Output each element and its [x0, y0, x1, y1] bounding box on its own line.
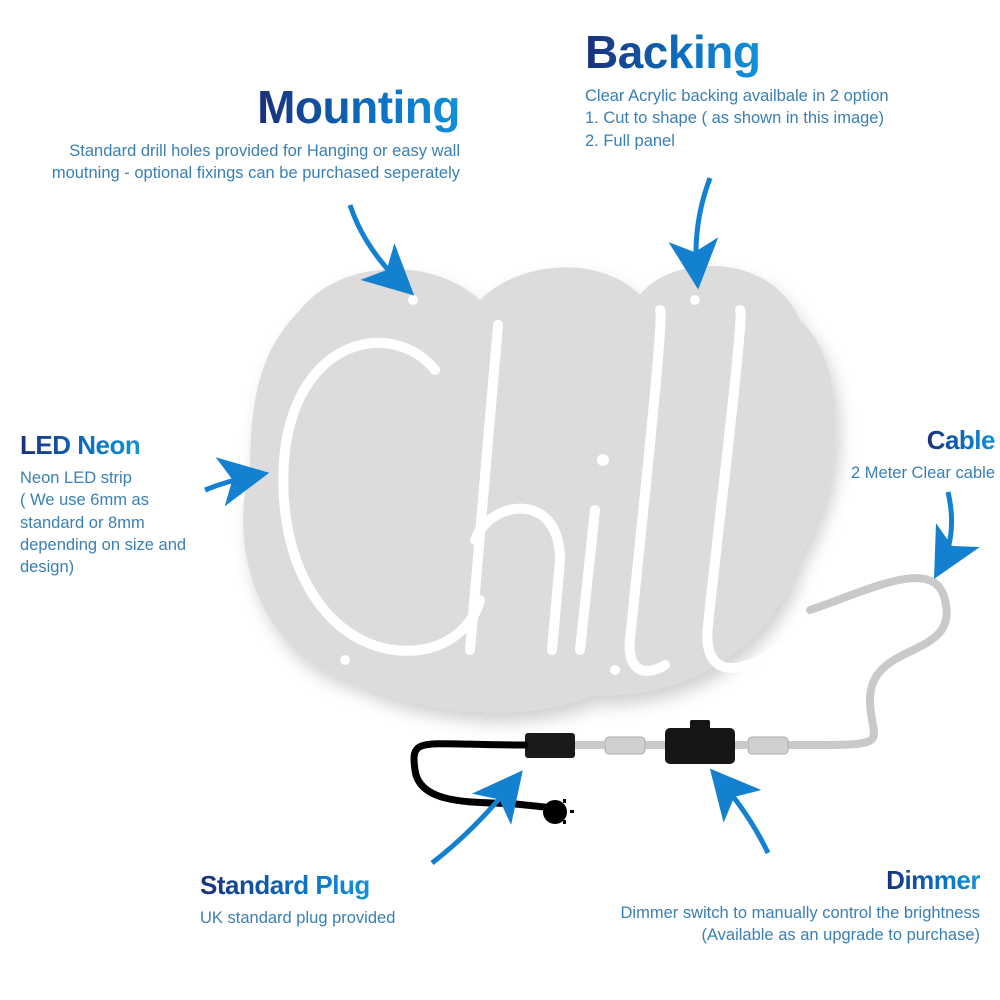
clear-cable: [760, 578, 947, 745]
mount-hole: [408, 295, 418, 305]
uk-plug: [543, 799, 574, 824]
arrow-plug: [432, 780, 515, 863]
mount-hole: [340, 655, 350, 665]
callout-cable: Cable 2 Meter Clear cable: [795, 425, 995, 484]
cable-desc: 2 Meter Clear cable: [795, 462, 995, 484]
connector: [605, 737, 645, 754]
dimmer-box: [665, 728, 735, 764]
led-desc: Neon LED strip ( We use 6mm as standard …: [20, 467, 205, 578]
mounting-title: Mounting: [257, 80, 460, 134]
dimmer-desc: Dimmer switch to manually control the br…: [570, 902, 980, 947]
plug-title: Standard Plug: [200, 870, 370, 901]
arrow-backing: [696, 178, 710, 277]
arrow-dimmer: [718, 778, 768, 853]
mount-hole: [690, 295, 700, 305]
mounting-desc: Standard drill holes provided for Hangin…: [40, 140, 460, 185]
plug-desc: UK standard plug provided: [200, 907, 480, 929]
arrow-cable: [940, 492, 952, 568]
callout-dimmer: Dimmer Dimmer switch to manually control…: [570, 865, 980, 947]
plug-cable: [414, 744, 558, 810]
callout-backing: Backing Clear Acrylic backing availbale …: [585, 25, 995, 152]
arrow-led: [205, 475, 257, 490]
acrylic-backing: [243, 266, 836, 712]
callout-led: LED Neon Neon LED strip ( We use 6mm as …: [20, 430, 205, 578]
mount-hole: [610, 665, 620, 675]
led-title: LED Neon: [20, 430, 140, 461]
cable-title: Cable: [927, 425, 995, 456]
callout-mounting: Mounting Standard drill holes provided f…: [40, 80, 460, 185]
dimmer-title: Dimmer: [886, 865, 980, 896]
connector: [748, 737, 788, 754]
callout-plug: Standard Plug UK standard plug provided: [200, 870, 480, 929]
arrow-mounting: [350, 205, 405, 287]
adapter-block: [525, 733, 575, 758]
backing-desc: Clear Acrylic backing availbale in 2 opt…: [585, 85, 995, 152]
neon-stroke: [283, 310, 810, 671]
backing-title: Backing: [585, 25, 760, 79]
arrows: [205, 178, 952, 863]
